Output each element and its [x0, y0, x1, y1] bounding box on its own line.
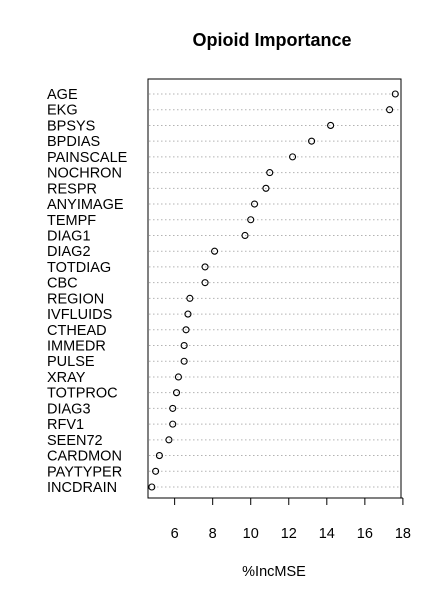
point-totdiag [201, 263, 209, 271]
point-ivfluids [184, 310, 192, 318]
point-painscale [289, 153, 297, 161]
point-immedr [180, 341, 188, 350]
label-anyimage: ANYIMAGE [47, 197, 124, 213]
x-tick-label-12: 12 [281, 526, 297, 542]
point-rfv1 [169, 420, 177, 428]
label-xray: XRAY [47, 370, 86, 386]
point-totproc [172, 389, 181, 397]
point-ekg [386, 106, 394, 114]
x-tick-label-14: 14 [319, 526, 335, 542]
point-respr [262, 184, 270, 192]
label-age: AGE [47, 87, 78, 103]
point-age [391, 90, 399, 98]
chart-title: Opioid Importance [192, 30, 351, 50]
label-paytyper: PAYTYPER [47, 464, 122, 480]
label-totproc: TOTPROC [47, 386, 118, 402]
x-tick-label-6: 6 [171, 526, 179, 542]
point-bpsys [327, 121, 335, 129]
label-nochron: NOCHRON [47, 166, 122, 182]
point-seen72 [165, 436, 173, 444]
point-anyimage [250, 200, 259, 208]
plot-frame [147, 78, 402, 499]
label-bpdias: BPDIAS [47, 134, 100, 150]
x-axis: 6 8 10 12 14 16 18 [171, 497, 411, 542]
label-seen72: SEEN72 [47, 433, 103, 449]
x-tick-label-8: 8 [209, 526, 217, 542]
variable-labels: AGEEKGBPSYSBPDIASPAINSCALENOCHRONRESPRAN… [47, 87, 128, 496]
point-tempf [247, 216, 255, 224]
point-diag2 [211, 247, 219, 255]
label-bpsys: BPSYS [47, 118, 95, 134]
point-pulse [180, 357, 188, 365]
point-cthead [182, 326, 190, 334]
point-paytyper [152, 467, 160, 475]
label-painscale: PAINSCALE [47, 150, 128, 166]
label-ekg: EKG [47, 103, 78, 119]
label-rfv1: RFV1 [47, 417, 84, 433]
label-totdiag: TOTDIAG [47, 260, 111, 276]
label-diag3: DIAG3 [47, 401, 91, 417]
label-tempf: TEMPF [47, 213, 96, 229]
x-axis-label: %IncMSE [242, 564, 306, 580]
point-cardmon [155, 452, 163, 460]
label-region: REGION [47, 291, 104, 307]
point-nochron [266, 169, 274, 177]
point-incdrain [148, 483, 156, 491]
label-cardmon: CARDMON [47, 449, 122, 465]
point-bpdias [308, 137, 316, 145]
point-diag3 [169, 404, 177, 412]
x-tick-label-10: 10 [243, 526, 259, 542]
point-diag1 [241, 231, 249, 240]
label-pulse: PULSE [47, 354, 95, 370]
label-cbc: CBC [47, 276, 78, 292]
x-tick-label-18: 18 [395, 526, 411, 542]
label-cthead: CTHEAD [47, 323, 107, 339]
data-points [148, 90, 399, 491]
point-region [186, 294, 194, 302]
label-ivfluids: IVFLUIDS [47, 307, 112, 323]
point-cbc [201, 279, 209, 287]
gridlines [149, 93, 400, 488]
label-respr: RESPR [47, 181, 97, 197]
label-incdrain: INCDRAIN [47, 480, 117, 496]
label-diag1: DIAG1 [47, 228, 91, 244]
point-xray [174, 373, 182, 381]
label-diag2: DIAG2 [47, 244, 91, 260]
label-immedr: IMMEDR [47, 339, 106, 355]
x-tick-label-16: 16 [357, 526, 373, 542]
